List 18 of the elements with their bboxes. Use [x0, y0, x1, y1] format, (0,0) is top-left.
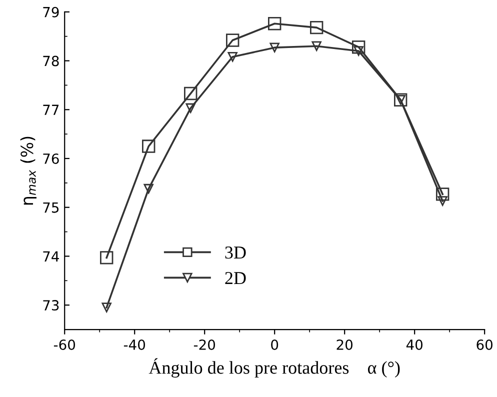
- y-tick-label: 77: [43, 104, 59, 115]
- y-tick-label: 78: [43, 56, 59, 66]
- x-tick-label: -60: [54, 339, 76, 350]
- x-tick-label: -40: [124, 339, 146, 350]
- x-tick-label: -20: [194, 339, 216, 350]
- x-tick-label: 0: [271, 339, 278, 350]
- x-axis-title: Ángulo de los pre rotadores α (°): [148, 358, 400, 378]
- x-tick-label: 60: [476, 339, 492, 350]
- y-tick-label: 79: [43, 6, 59, 18]
- legend-label: 3D: [225, 246, 246, 259]
- x-tick-label: 20: [336, 339, 352, 350]
- y-tick-label: 75: [43, 202, 59, 213]
- legend-label: 2D: [225, 272, 246, 284]
- y-tick-label: 74: [43, 251, 59, 262]
- x-tick-label: 40: [406, 339, 422, 350]
- y-tick-label: 76: [43, 153, 59, 164]
- y-axis-title: η$_{max}$ (%): [20, 136, 36, 205]
- y-tick-label: 73: [43, 300, 59, 311]
